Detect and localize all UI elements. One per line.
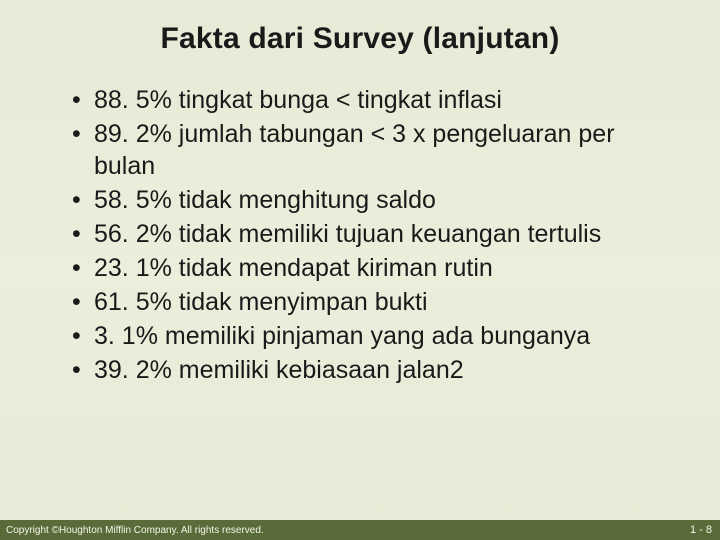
page-number: 1 - 8 [690, 524, 712, 536]
bullet-item: 61. 5% tidak menyimpan bukti [72, 286, 670, 318]
bullet-list: 88. 5% tingkat bunga < tingkat inflasi 8… [50, 84, 670, 386]
bullet-item: 23. 1% tidak mendapat kiriman rutin [72, 252, 670, 284]
slide-title: Fakta dari Survey (lanjutan) [50, 22, 670, 56]
bullet-item: 56. 2% tidak memiliki tujuan keuangan te… [72, 218, 670, 250]
slide: Fakta dari Survey (lanjutan) 88. 5% ting… [0, 0, 720, 540]
bullet-item: 58. 5% tidak menghitung saldo [72, 184, 670, 216]
footer-bar: Copyright ©Houghton Mifflin Company. All… [0, 520, 720, 540]
copyright-text: Copyright ©Houghton Mifflin Company. All… [6, 525, 264, 536]
bullet-item: 88. 5% tingkat bunga < tingkat inflasi [72, 84, 670, 116]
bullet-item: 89. 2% jumlah tabungan < 3 x pengeluaran… [72, 118, 670, 182]
bullet-item: 3. 1% memiliki pinjaman yang ada bungany… [72, 320, 670, 352]
bullet-item: 39. 2% memiliki kebiasaan jalan2 [72, 354, 670, 386]
